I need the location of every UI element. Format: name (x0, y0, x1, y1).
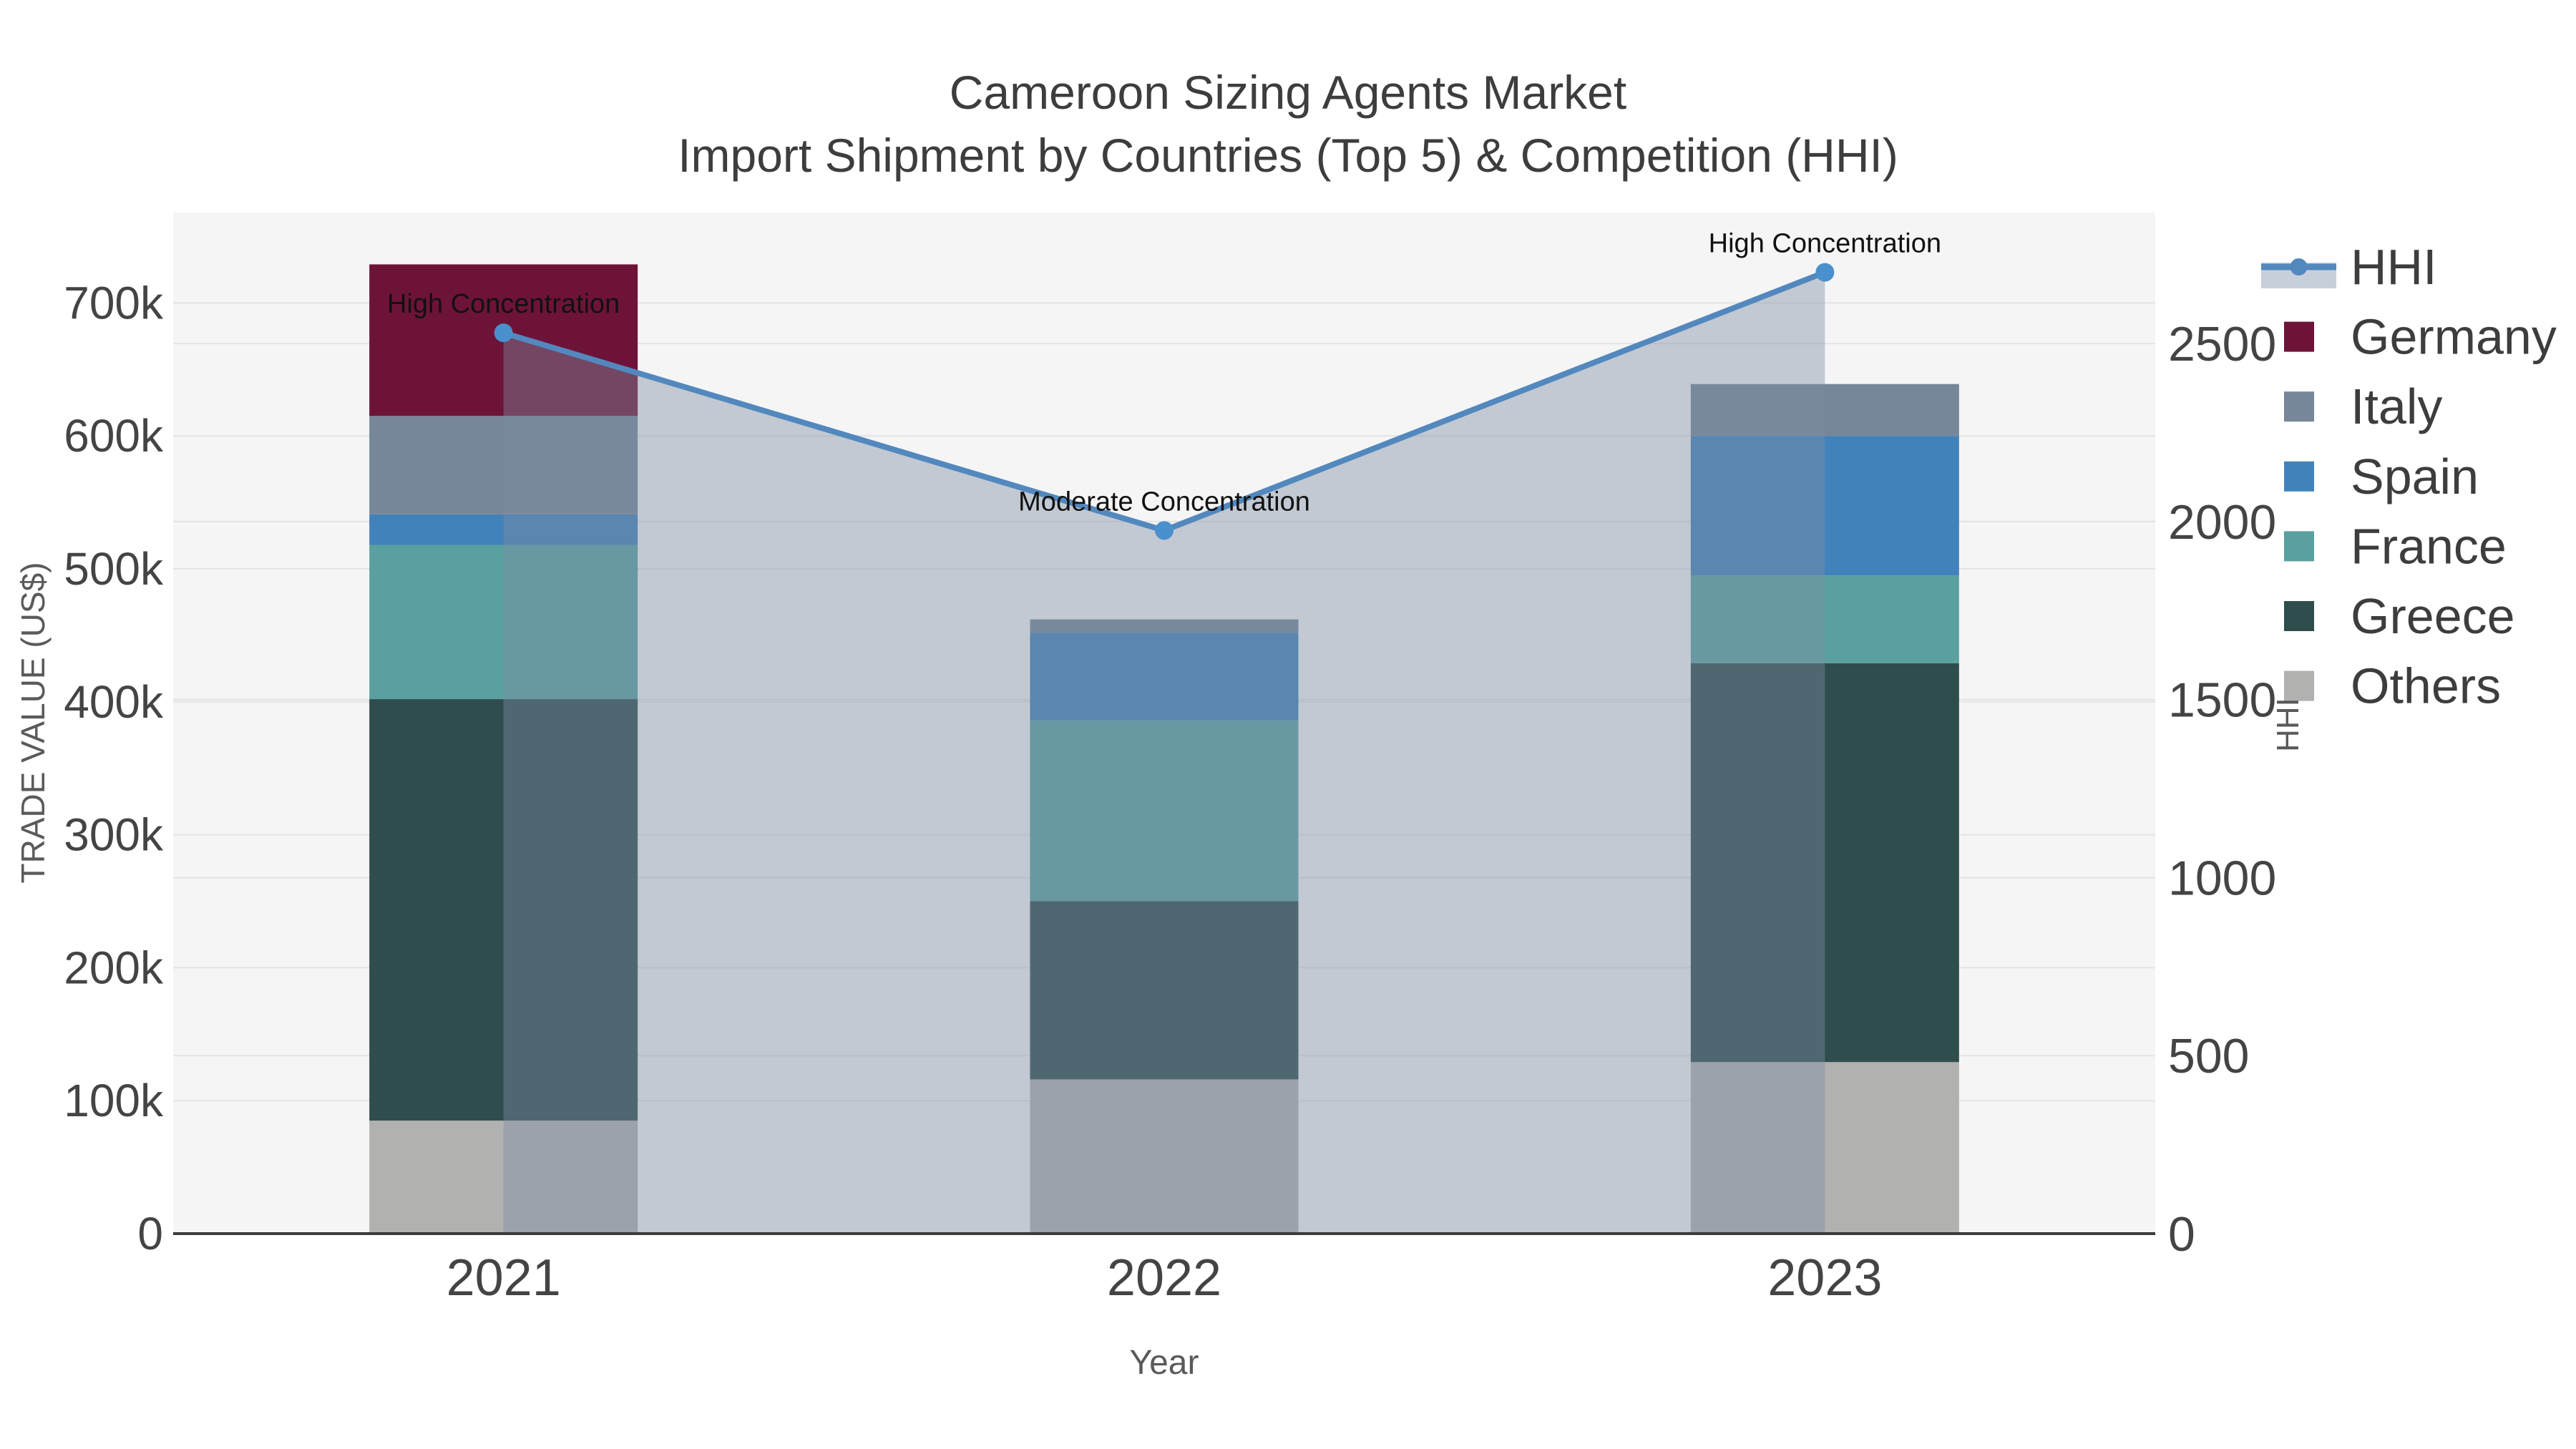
bar-segment-2023-italy (1690, 384, 1959, 436)
hhi-marker-2022 (1155, 521, 1174, 540)
bar-segment-2022-italy (1030, 619, 1299, 633)
bar-segment-2021-others (369, 1121, 638, 1234)
legend-item-spain[interactable]: Spain (2284, 449, 2479, 504)
bar-segment-2021-greece (369, 699, 638, 1121)
bar-segment-2022-others (1030, 1079, 1299, 1234)
legend-item-hhi[interactable]: HHI (2261, 239, 2437, 295)
ytick-left-200000: 200k (64, 942, 164, 993)
ytick-left-700000: 700k (64, 277, 164, 328)
legend: HHI Germany Italy Spain France Greece Others (2261, 239, 2557, 714)
bar-segment-2023-greece (1690, 663, 1959, 1063)
hhi-marker-2021 (494, 323, 513, 343)
ytick-left-600000: 600k (64, 410, 164, 462)
ytick-left-0: 0 (137, 1208, 163, 1259)
legend-label-germany: Germany (2351, 309, 2557, 365)
annotation-2023: High Concentration (1709, 229, 1941, 259)
x-axis-title: Year (1130, 1344, 1199, 1382)
bar-segment-2022-greece (1030, 901, 1299, 1080)
xtick-2022: 2022 (1107, 1249, 1221, 1307)
bar-segment-2023-others (1690, 1062, 1959, 1234)
legend-item-france[interactable]: France (2284, 518, 2507, 574)
ytick-left-100000: 100k (64, 1075, 164, 1126)
legend-item-germany[interactable]: Germany (2284, 309, 2557, 365)
ytick-left-300000: 300k (64, 809, 164, 861)
ytick-right-0: 0 (2168, 1207, 2195, 1262)
ytick-left-400000: 400k (64, 676, 164, 728)
bar-segment-2021-italy (369, 416, 638, 514)
ytick-right-2500: 2500 (2168, 317, 2276, 371)
y-right-axis-title: HHI (2270, 698, 2306, 752)
chart-title-line2: Import Shipment by Countries (Top 5) & C… (678, 129, 1898, 182)
bar-segment-2021-france (369, 545, 638, 700)
ytick-right-500: 500 (2168, 1029, 2249, 1083)
chart-title-line1: Cameroon Sizing Agents Market (950, 66, 1626, 119)
xtick-2023: 2023 (1767, 1249, 1882, 1307)
annotation-2021: High Concentration (387, 289, 620, 319)
annotation-2022: Moderate Concentration (1018, 487, 1310, 517)
tick-labels: 0 100k 200k 300k 400k 500k 600k 700k 0 500 1000 150… (64, 277, 2276, 1307)
legend-hhi-marker-icon (2290, 258, 2308, 275)
bar-segment-2023-spain (1690, 436, 1959, 576)
xtick-2021: 2021 (447, 1249, 561, 1307)
legend-item-italy[interactable]: Italy (2284, 379, 2442, 434)
legend-label-spain: Spain (2351, 449, 2479, 504)
legend-label-others: Others (2351, 658, 2501, 714)
bar-segment-2022-spain (1030, 633, 1299, 721)
bar-segment-2022-france (1030, 720, 1299, 902)
hhi-marker-2023 (1815, 263, 1835, 282)
ytick-right-1500: 1500 (2168, 673, 2276, 728)
stacked-bars (369, 264, 1959, 1234)
legend-swatch-france (2284, 531, 2314, 562)
legend-swatch-others (2284, 670, 2314, 701)
bar-segment-2021-spain (369, 514, 638, 545)
ytick-right-2000: 2000 (2168, 495, 2276, 550)
legend-label-france: France (2351, 518, 2507, 574)
legend-item-greece[interactable]: Greece (2284, 588, 2515, 644)
ytick-left-500000: 500k (64, 543, 164, 595)
legend-swatch-italy (2284, 391, 2314, 422)
legend-label-hhi: HHI (2351, 239, 2437, 295)
y-left-axis-title: TRADE VALUE (US$) (14, 562, 52, 883)
hhi-line (494, 263, 1835, 540)
legend-label-italy: Italy (2351, 379, 2442, 434)
legend-swatch-greece (2284, 601, 2314, 631)
ytick-right-1000: 1000 (2168, 851, 2276, 905)
legend-item-others[interactable]: Others (2284, 658, 2501, 714)
annotations: High Concentration Moderate Concentration… (387, 229, 1941, 517)
legend-swatch-germany (2284, 321, 2314, 352)
legend-label-greece: Greece (2351, 588, 2515, 644)
legend-swatch-spain (2284, 461, 2314, 492)
hhi-area-polygon (503, 272, 1825, 1234)
bar-segment-2023-france (1690, 575, 1959, 663)
hhi-area-fill (503, 272, 1825, 1234)
